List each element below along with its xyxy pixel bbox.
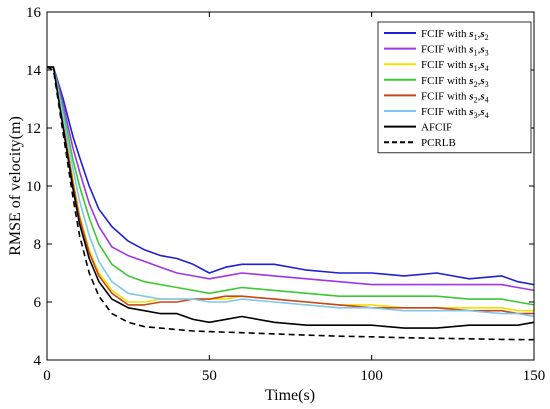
legend-entry-7: AFCIF <box>421 122 452 134</box>
x-tick-label: 100 <box>360 368 383 384</box>
legend-entry-5: FCIF with s2,s4 <box>421 90 489 104</box>
y-axis-label: RMSE of velocity(m) <box>7 116 24 256</box>
y-tick-label: 10 <box>26 179 41 195</box>
x-tick-label: 0 <box>43 368 51 384</box>
series-layer <box>46 66 535 341</box>
y-tick-label: 14 <box>26 63 42 79</box>
legend-box <box>377 21 532 154</box>
y-tick-label: 8 <box>34 237 42 253</box>
y-tick-label: 6 <box>34 295 42 311</box>
series-line-8 <box>46 66 535 341</box>
x-axis-label: Time(s) <box>265 387 315 404</box>
legend-entry-8: PCRLB <box>421 137 456 149</box>
legend-entry-1: FCIF with s1,s2 <box>421 28 489 42</box>
legend-entry-3: FCIF with s1,s4 <box>421 59 489 73</box>
axes-layer <box>46 11 535 361</box>
series-line-6 <box>47 66 535 318</box>
x-tick-label: 150 <box>523 368 546 384</box>
series-line-5 <box>47 66 534 315</box>
series-line-7 <box>47 66 535 329</box>
y-tick-label: 12 <box>26 121 41 137</box>
x-tick-label: 50 <box>202 368 217 384</box>
legend-entry-2: FCIF with s1,s3 <box>421 44 489 58</box>
series-line-4 <box>47 66 535 306</box>
series-line-2 <box>47 66 535 292</box>
ticks-layer: 0 50 100 150 4 6 8 10 12 14 16 <box>26 5 545 384</box>
legend-entry-6: FCIF with s3,s4 <box>421 106 489 120</box>
y-tick-label: 16 <box>26 5 42 21</box>
y-tick-label: 4 <box>34 353 42 369</box>
legend-entry-4: FCIF with s2,s3 <box>421 75 489 89</box>
series-line-1 <box>47 66 535 286</box>
